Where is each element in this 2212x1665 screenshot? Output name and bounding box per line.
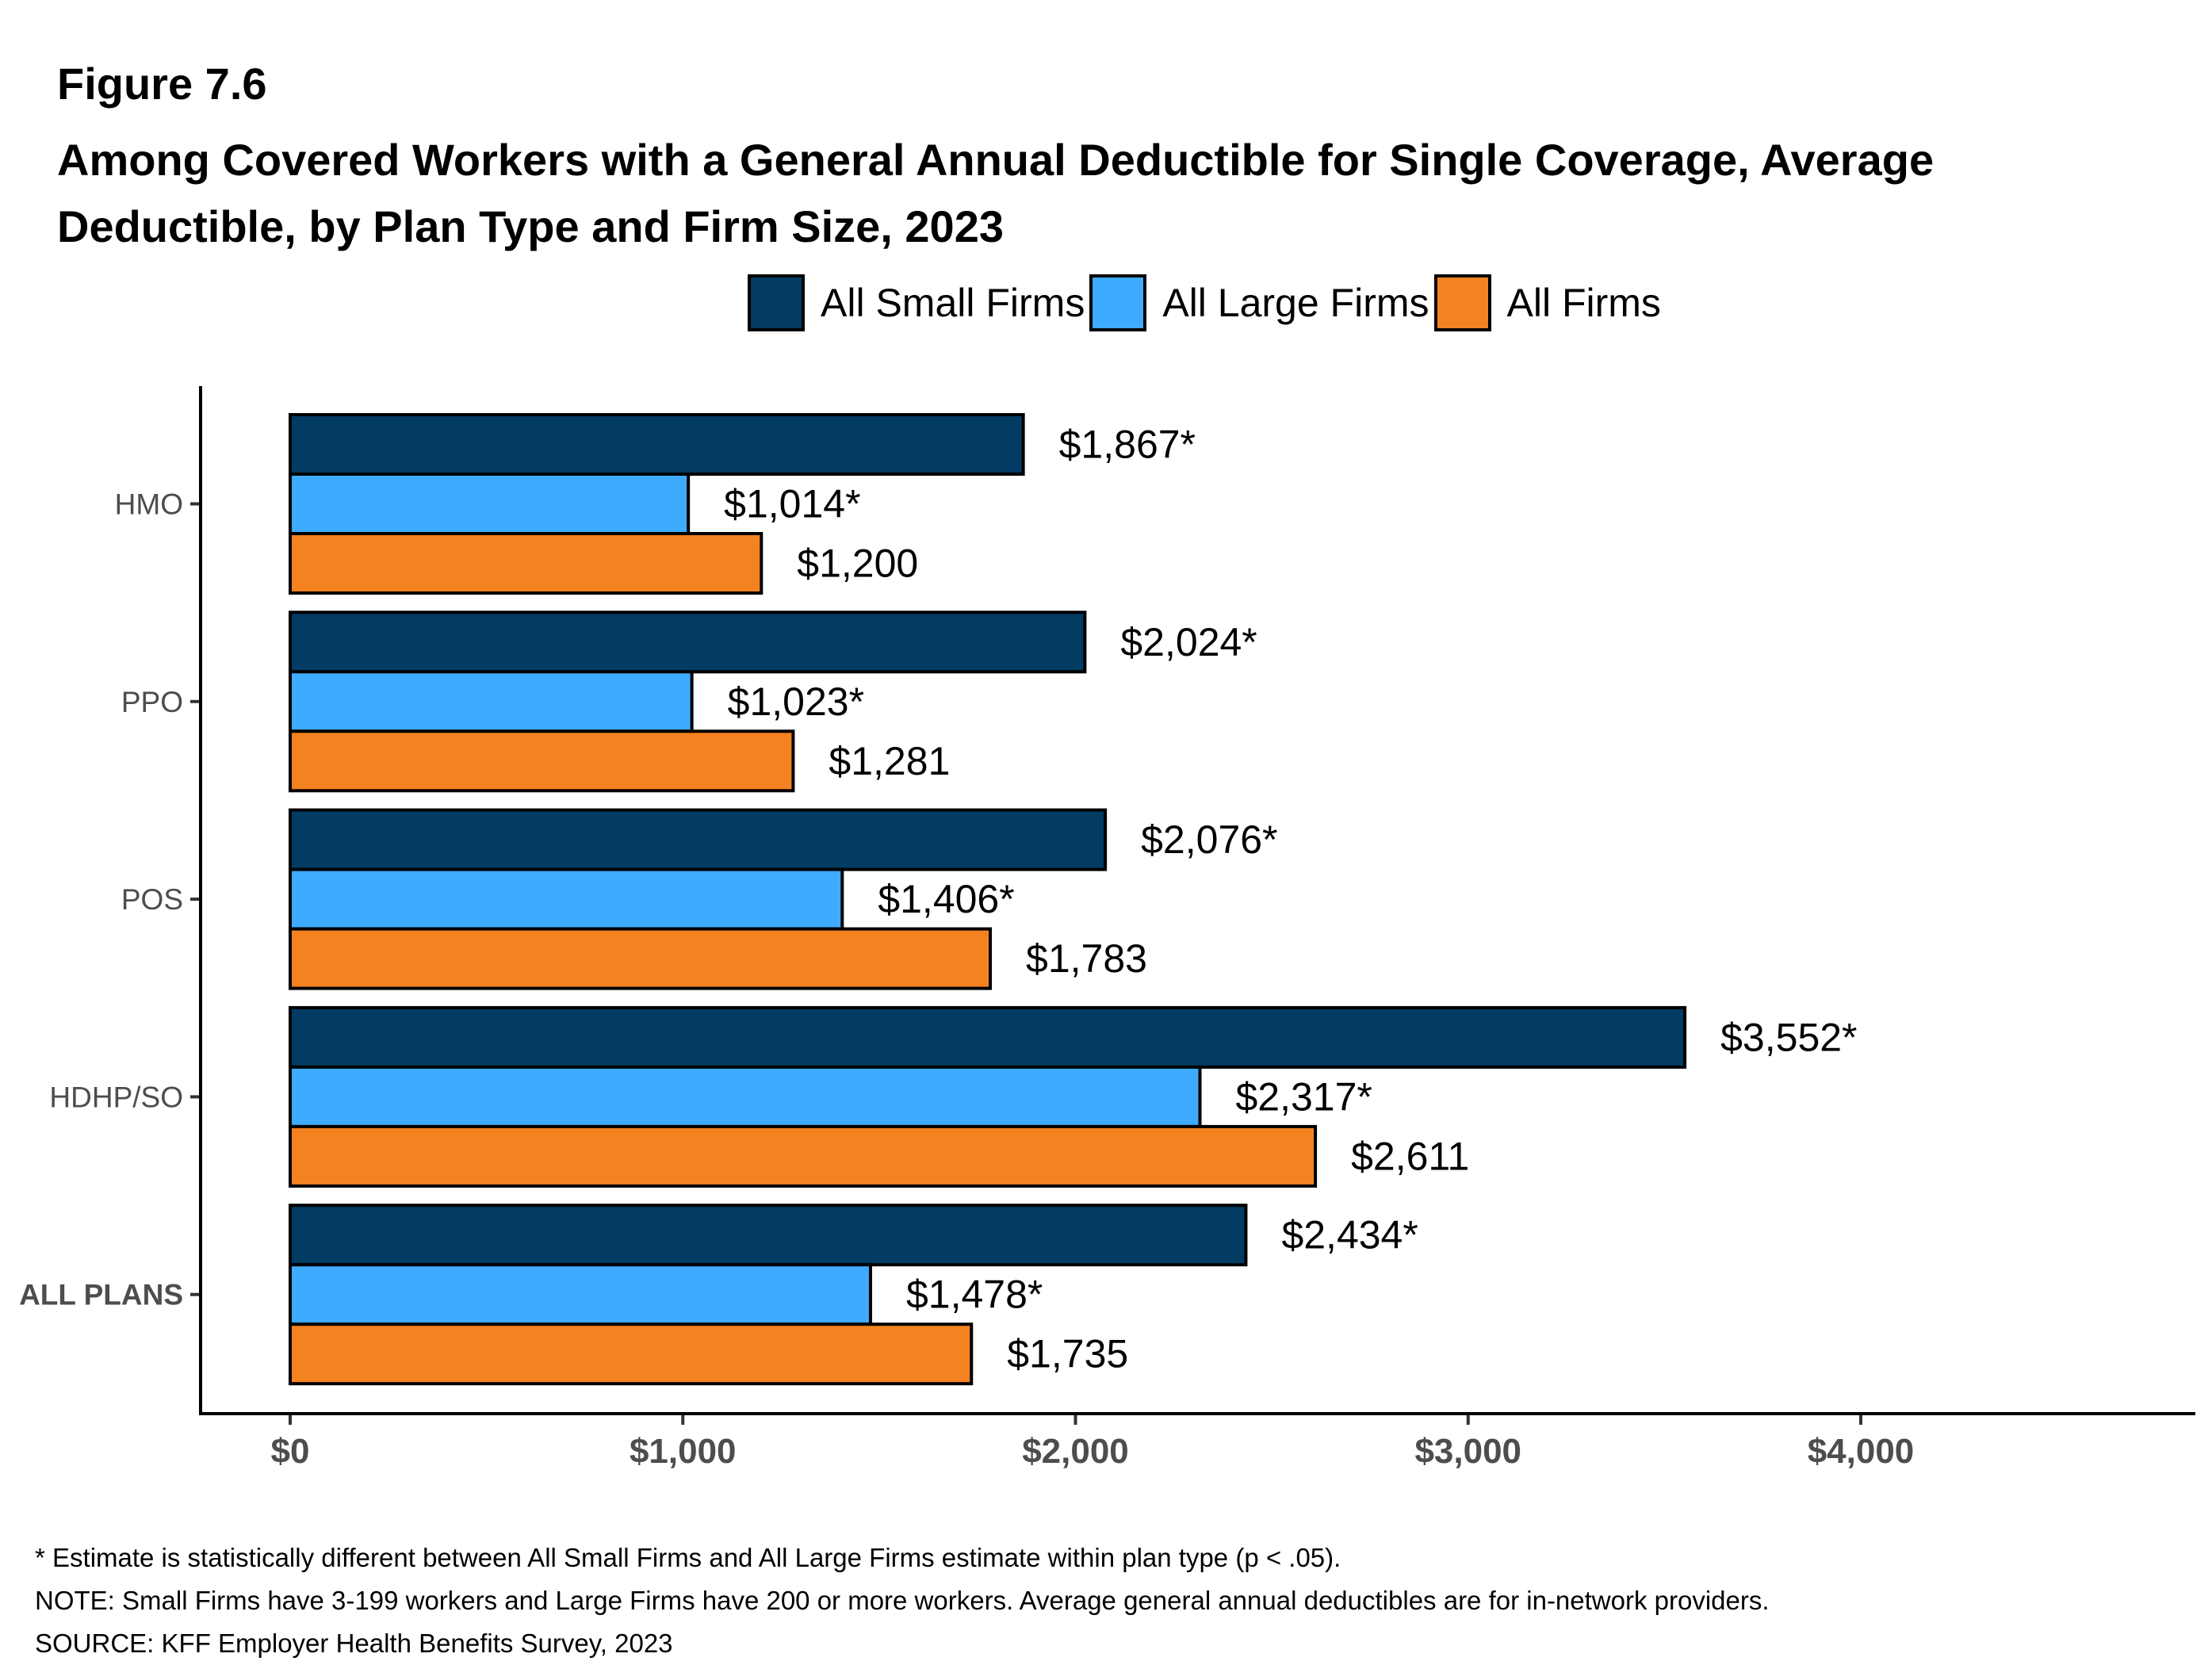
x-tick-label: $1,000 <box>630 1432 737 1471</box>
data-label: $1,014* <box>724 482 860 526</box>
y-tick-label: ALL PLANS <box>19 1279 183 1311</box>
legend-item-small-firms: All Small Firms <box>748 274 1085 331</box>
legend-swatch-small-firms <box>748 274 805 331</box>
chart-title: Among Covered Workers with a General Ann… <box>57 127 2158 260</box>
data-label: $2,076* <box>1141 817 1277 862</box>
bar-all-plans-series-1 <box>289 1204 1248 1267</box>
data-label: $1,735 <box>1007 1332 1128 1376</box>
y-tick-label: HDHP/SO <box>49 1081 183 1113</box>
bar-hmo-series-1 <box>289 413 1025 476</box>
legend-label-large-firms: All Large Firms <box>1162 281 1429 325</box>
footnote-significance: * Estimate is statistically different be… <box>35 1543 1341 1572</box>
bar-all-plans-series-2 <box>289 1263 872 1326</box>
bar-pos-series-1 <box>289 808 1108 871</box>
data-label: $3,552* <box>1720 1015 1857 1059</box>
data-label: $1,200 <box>797 542 918 586</box>
legend-label-all-firms: All Firms <box>1506 281 1661 325</box>
data-label: $2,611 <box>1351 1134 1469 1178</box>
data-label: $1,478* <box>906 1273 1043 1317</box>
data-label: $2,434* <box>1281 1213 1418 1257</box>
bar-hdhp-so-series-2 <box>289 1065 1202 1128</box>
bar-hdhp-so-series-1 <box>289 1005 1687 1069</box>
y-tick-label: POS <box>121 883 183 916</box>
bar-hdhp-so-series-3 <box>289 1124 1318 1188</box>
legend-label-small-firms: All Small Firms <box>821 281 1085 325</box>
bar-pos-series-2 <box>289 867 844 931</box>
y-tick-label: PPO <box>121 686 183 718</box>
data-label: $1,783 <box>1026 936 1147 981</box>
data-label: $2,317* <box>1235 1074 1372 1119</box>
figure-label: Figure 7.6 <box>57 59 267 109</box>
bar-ppo-series-1 <box>289 610 1087 674</box>
x-tick-label: $0 <box>271 1432 310 1471</box>
legend-item-large-firms: All Large Firms <box>1089 274 1429 331</box>
bar-pos-series-3 <box>289 927 993 990</box>
data-label: $1,406* <box>878 877 1014 921</box>
data-label: $2,024* <box>1120 620 1257 664</box>
legend-item-all-firms: All Firms <box>1433 274 1661 331</box>
chart-title-line-1: Among Covered Workers with a General Ann… <box>57 135 1935 185</box>
bar-ppo-series-3 <box>289 729 795 793</box>
bar-ppo-series-2 <box>289 670 694 733</box>
x-tick-label: $2,000 <box>1022 1432 1129 1471</box>
bar-hmo-series-3 <box>289 532 763 595</box>
data-label: $1,867* <box>1059 423 1196 467</box>
legend-swatch-all-firms <box>1433 274 1491 331</box>
footnote-note: NOTE: Small Firms have 3-199 workers and… <box>35 1586 1770 1615</box>
x-tick-label: $4,000 <box>1808 1432 1915 1471</box>
data-label: $1,023* <box>728 679 864 724</box>
legend-swatch-large-firms <box>1089 274 1147 331</box>
x-tick-label: $3,000 <box>1414 1432 1521 1471</box>
footnote-source: SOURCE: KFF Employer Health Benefits Sur… <box>35 1629 673 1658</box>
chart-title-line-2: Deductible, by Plan Type and Firm Size, … <box>57 201 1004 251</box>
bar-all-plans-series-3 <box>289 1322 974 1386</box>
data-label: $1,281 <box>829 739 950 783</box>
legend: All Small Firms All Large Firms All Firm… <box>748 274 1666 332</box>
y-tick-label: HMO <box>115 488 183 521</box>
footnotes: * Estimate is statistically different be… <box>35 1537 1770 1665</box>
bar-hmo-series-2 <box>289 473 691 535</box>
